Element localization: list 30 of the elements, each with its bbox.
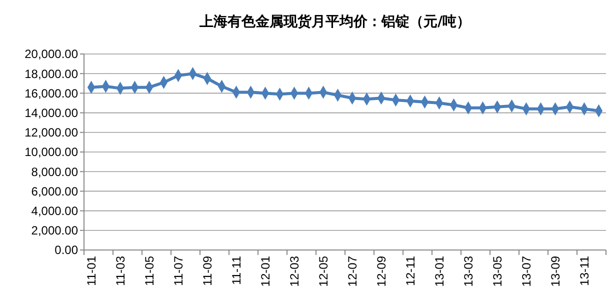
x-tick-label: 12-07	[345, 256, 360, 287]
y-tick-label: 0.00	[54, 243, 78, 258]
x-tick-label: 12-03	[287, 256, 302, 287]
y-tick-label: 14,000.00	[24, 106, 78, 120]
x-tick-label: 13-05	[490, 256, 504, 287]
y-tick-label: 20,000.00	[24, 47, 78, 62]
y-tick-label: 18,000.00	[24, 66, 78, 81]
x-tick-label: 13-07	[519, 256, 534, 287]
y-tick-label: 12,000.00	[24, 126, 78, 140]
x-tick-label: 11-09	[200, 256, 214, 286]
x-tick-label: 13-01	[432, 256, 446, 287]
x-tick-label: 12-11	[403, 256, 418, 286]
x-tick-label: 11-07	[171, 256, 186, 286]
x-tick-label: 11-11	[229, 256, 244, 285]
x-tick-label: 11-03	[113, 256, 128, 286]
y-tick-label: 4,000.00	[31, 204, 78, 218]
x-tick-label: 12-01	[258, 256, 272, 287]
x-tick-label: 11-05	[142, 256, 156, 286]
x-tick-label: 13-11	[577, 256, 592, 286]
x-tick-label: 12-09	[374, 256, 388, 287]
y-tick-label: 2,000.00	[31, 224, 78, 238]
y-tick-label: 6,000.00	[31, 184, 78, 198]
y-tick-label: 10,000.00	[24, 145, 78, 160]
x-tick-label: 12-05	[316, 256, 330, 287]
x-tick-label: 11-01	[84, 256, 98, 286]
y-tick-label: 16,000.00	[24, 86, 78, 100]
x-tick-label: 13-09	[548, 256, 562, 287]
chart-title: 上海有色金属现货月平均价：铝锭（元/吨）	[198, 14, 471, 30]
y-tick-label: 8,000.00	[31, 164, 78, 179]
x-tick-label: 13-03	[461, 256, 476, 287]
